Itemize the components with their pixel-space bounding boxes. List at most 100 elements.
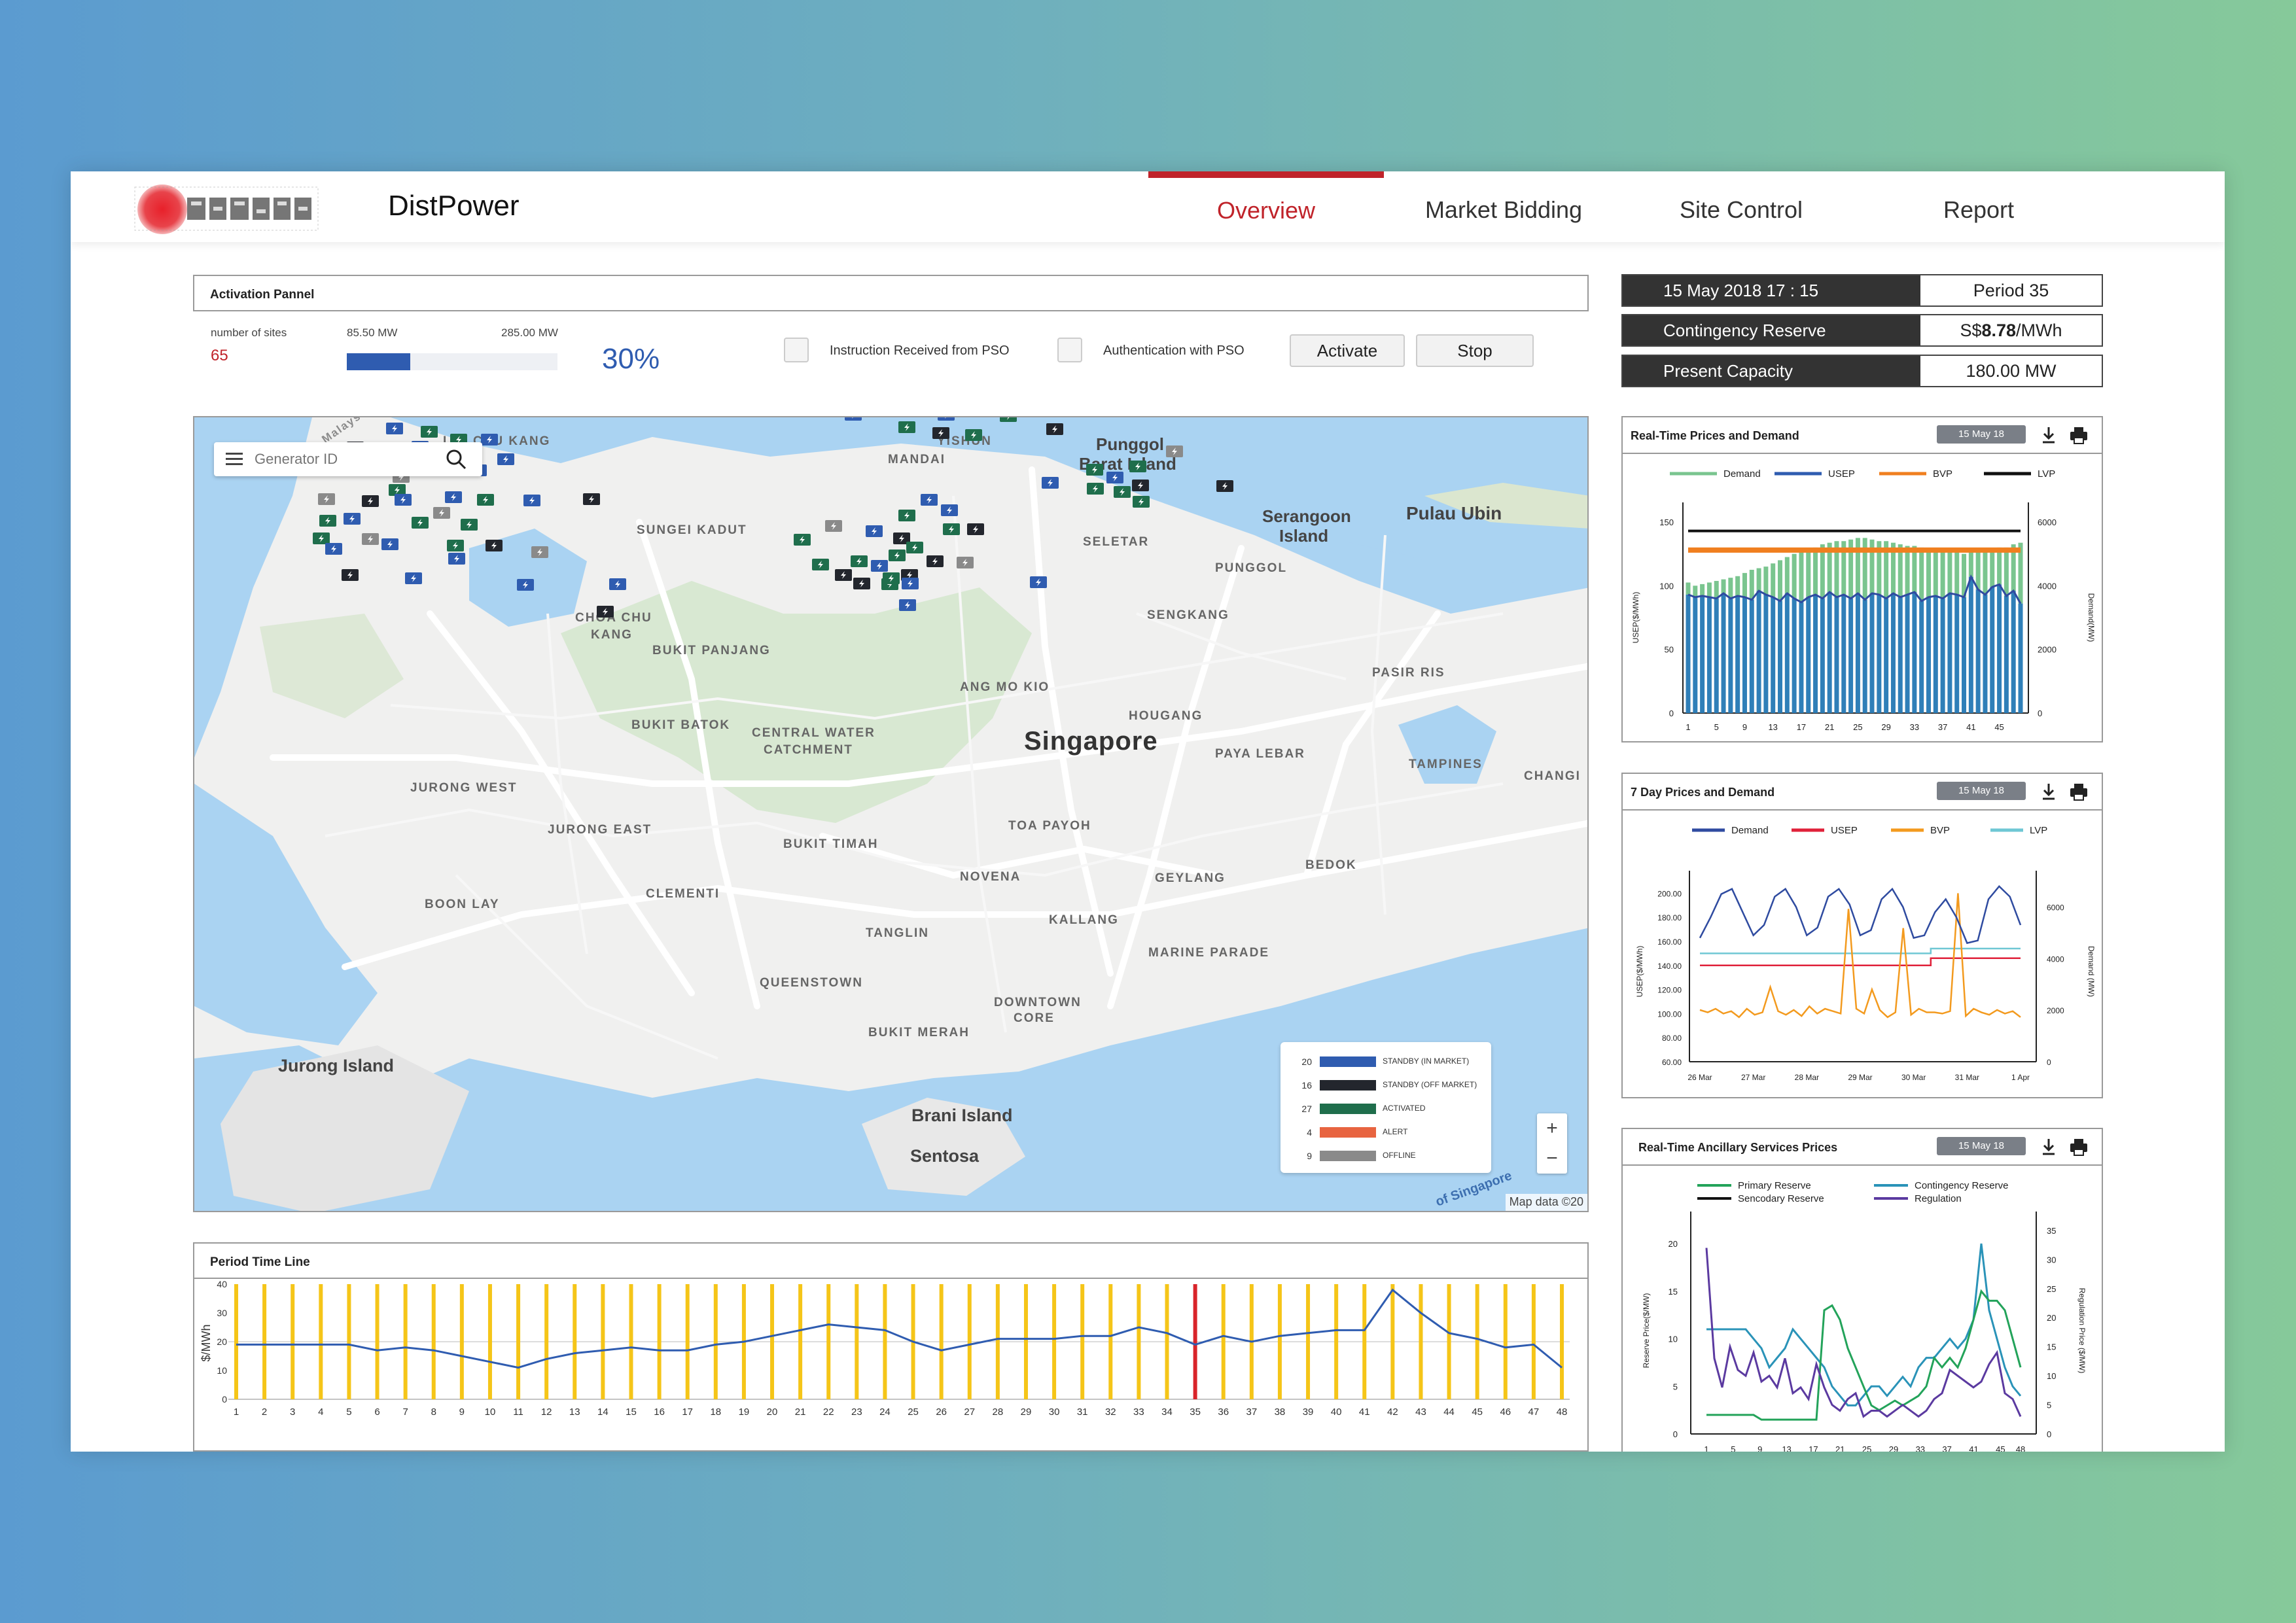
generator-site-marker[interactable] — [389, 484, 406, 496]
generator-site-marker[interactable] — [1129, 461, 1146, 472]
generator-site-marker[interactable] — [486, 540, 503, 551]
generator-site-marker[interactable] — [1133, 496, 1150, 508]
generator-site-marker[interactable] — [794, 534, 811, 546]
tab-market-bidding[interactable]: Market Bidding — [1424, 196, 1583, 223]
generator-site-marker[interactable] — [932, 427, 949, 439]
generator-site-marker[interactable] — [851, 555, 868, 567]
generator-site-marker[interactable] — [381, 538, 398, 550]
generator-site-marker[interactable] — [898, 510, 915, 521]
generator-site-marker[interactable] — [1000, 417, 1017, 422]
generator-site-marker[interactable] — [871, 560, 888, 572]
realtime-prices-chart[interactable]: Demand USEP BVP LVP 0 50 100 150 0 2000 4000 6000 US… — [1623, 454, 2102, 741]
generator-site-marker[interactable] — [927, 555, 944, 567]
generator-site-marker[interactable] — [597, 606, 614, 618]
generator-site-marker[interactable] — [1042, 477, 1059, 489]
seven-day-prices-date[interactable]: 15 May 18 — [1937, 782, 2026, 800]
generator-site-marker[interactable] — [517, 579, 534, 591]
generator-site-marker[interactable] — [395, 494, 412, 506]
generator-site-marker[interactable] — [445, 491, 462, 503]
generator-site-marker[interactable] — [898, 421, 915, 433]
generator-site-marker[interactable] — [965, 429, 982, 441]
generator-site-marker[interactable] — [447, 540, 464, 551]
generator-site-marker[interactable] — [342, 569, 359, 581]
ancillary-prices-chart[interactable]: Primary Reserve Contingency Reserve Sencod… — [1623, 1166, 2102, 1452]
generator-site-marker[interactable] — [825, 520, 842, 532]
generator-site-marker[interactable] — [481, 434, 498, 445]
realtime-prices-date[interactable]: 15 May 18 — [1937, 425, 2026, 444]
tab-site-control[interactable]: Site Control — [1679, 196, 1803, 223]
tab-overview[interactable]: Overview — [1148, 171, 1384, 242]
generator-site-marker[interactable] — [812, 559, 829, 570]
authentication-checkbox[interactable] — [1057, 338, 1082, 362]
generator-site-marker[interactable] — [883, 572, 900, 584]
print-icon[interactable] — [2068, 780, 2090, 803]
generator-site-marker[interactable] — [941, 504, 958, 516]
stop-button[interactable]: Stop — [1416, 334, 1534, 367]
generator-site-marker[interactable] — [835, 569, 852, 581]
print-icon[interactable] — [2068, 1136, 2090, 1158]
menu-icon[interactable] — [226, 452, 243, 466]
zoom-out-button[interactable]: − — [1546, 1147, 1558, 1169]
generator-site-marker[interactable] — [412, 517, 429, 529]
generator-site-marker[interactable] — [461, 519, 478, 531]
generator-site-marker[interactable] — [362, 533, 379, 545]
generator-search-box[interactable] — [214, 442, 482, 476]
print-icon[interactable] — [2068, 424, 2090, 446]
generator-site-marker[interactable] — [853, 578, 870, 589]
generator-site-marker[interactable] — [609, 578, 626, 590]
map-label-jurong-east: JURONG EAST — [548, 823, 652, 837]
generator-site-marker[interactable] — [448, 553, 465, 565]
generator-site-marker[interactable] — [1132, 480, 1149, 491]
generator-site-marker[interactable] — [889, 550, 906, 561]
generator-site-marker[interactable] — [1087, 483, 1104, 495]
download-icon[interactable] — [2038, 1136, 2060, 1158]
generator-site-marker[interactable] — [1030, 576, 1047, 588]
seven-day-prices-chart[interactable]: Demand USEP BVP LVP 60.00 80.00 100.00 120.00 14… — [1623, 811, 2102, 1097]
generator-site-marker[interactable] — [967, 523, 984, 535]
generator-site-marker[interactable] — [325, 543, 342, 555]
generator-site-marker[interactable] — [906, 542, 923, 553]
generator-site-marker[interactable] — [943, 523, 960, 535]
generator-site-marker[interactable] — [344, 513, 361, 525]
generator-site-marker[interactable] — [583, 493, 600, 505]
generator-site-marker[interactable] — [421, 426, 438, 438]
generator-site-marker[interactable] — [899, 599, 916, 611]
generator-id-input[interactable] — [255, 447, 431, 471]
site-map[interactable]: LIM CHU KANG YISHUN MANDAI Punggol Barat… — [193, 416, 1589, 1212]
generator-site-marker[interactable] — [1086, 464, 1103, 476]
activate-button[interactable]: Activate — [1290, 334, 1405, 367]
download-icon[interactable] — [2038, 780, 2060, 803]
zoom-in-button[interactable]: + — [1546, 1117, 1558, 1139]
download-icon[interactable] — [2038, 424, 2060, 446]
generator-site-marker[interactable] — [1046, 423, 1063, 435]
generator-site-marker[interactable] — [319, 515, 336, 527]
generator-site-marker[interactable] — [1114, 486, 1131, 498]
generator-site-marker[interactable] — [845, 417, 862, 421]
generator-site-marker[interactable] — [957, 557, 974, 568]
generator-site-marker[interactable] — [362, 495, 379, 507]
generator-site-marker[interactable] — [1166, 445, 1183, 457]
generator-site-marker[interactable] — [902, 578, 919, 589]
generator-site-marker[interactable] — [1216, 480, 1233, 492]
ancillary-prices-date[interactable]: 15 May 18 — [1937, 1137, 2026, 1155]
generator-site-marker[interactable] — [477, 494, 494, 506]
generator-site-marker[interactable] — [523, 495, 540, 506]
generator-site-marker[interactable] — [921, 494, 938, 506]
generator-site-marker[interactable] — [866, 525, 883, 537]
instruction-received-checkbox[interactable] — [784, 338, 809, 362]
generator-site-marker[interactable] — [893, 532, 910, 544]
generator-site-marker[interactable] — [405, 572, 422, 584]
generator-site-marker[interactable] — [938, 417, 955, 421]
search-icon[interactable] — [446, 449, 467, 470]
generator-site-marker[interactable] — [313, 532, 330, 544]
generator-site-marker[interactable] — [433, 507, 450, 519]
generator-site-marker[interactable] — [531, 546, 548, 558]
x-tick-label: 41 — [1969, 1444, 1978, 1452]
generator-site-marker[interactable] — [497, 453, 514, 465]
generator-site-marker[interactable] — [386, 423, 403, 434]
generator-site-marker[interactable] — [318, 493, 335, 505]
generator-site-marker[interactable] — [1106, 472, 1123, 483]
lightning-icon — [331, 545, 336, 553]
tab-report[interactable]: Report — [1943, 196, 2015, 223]
